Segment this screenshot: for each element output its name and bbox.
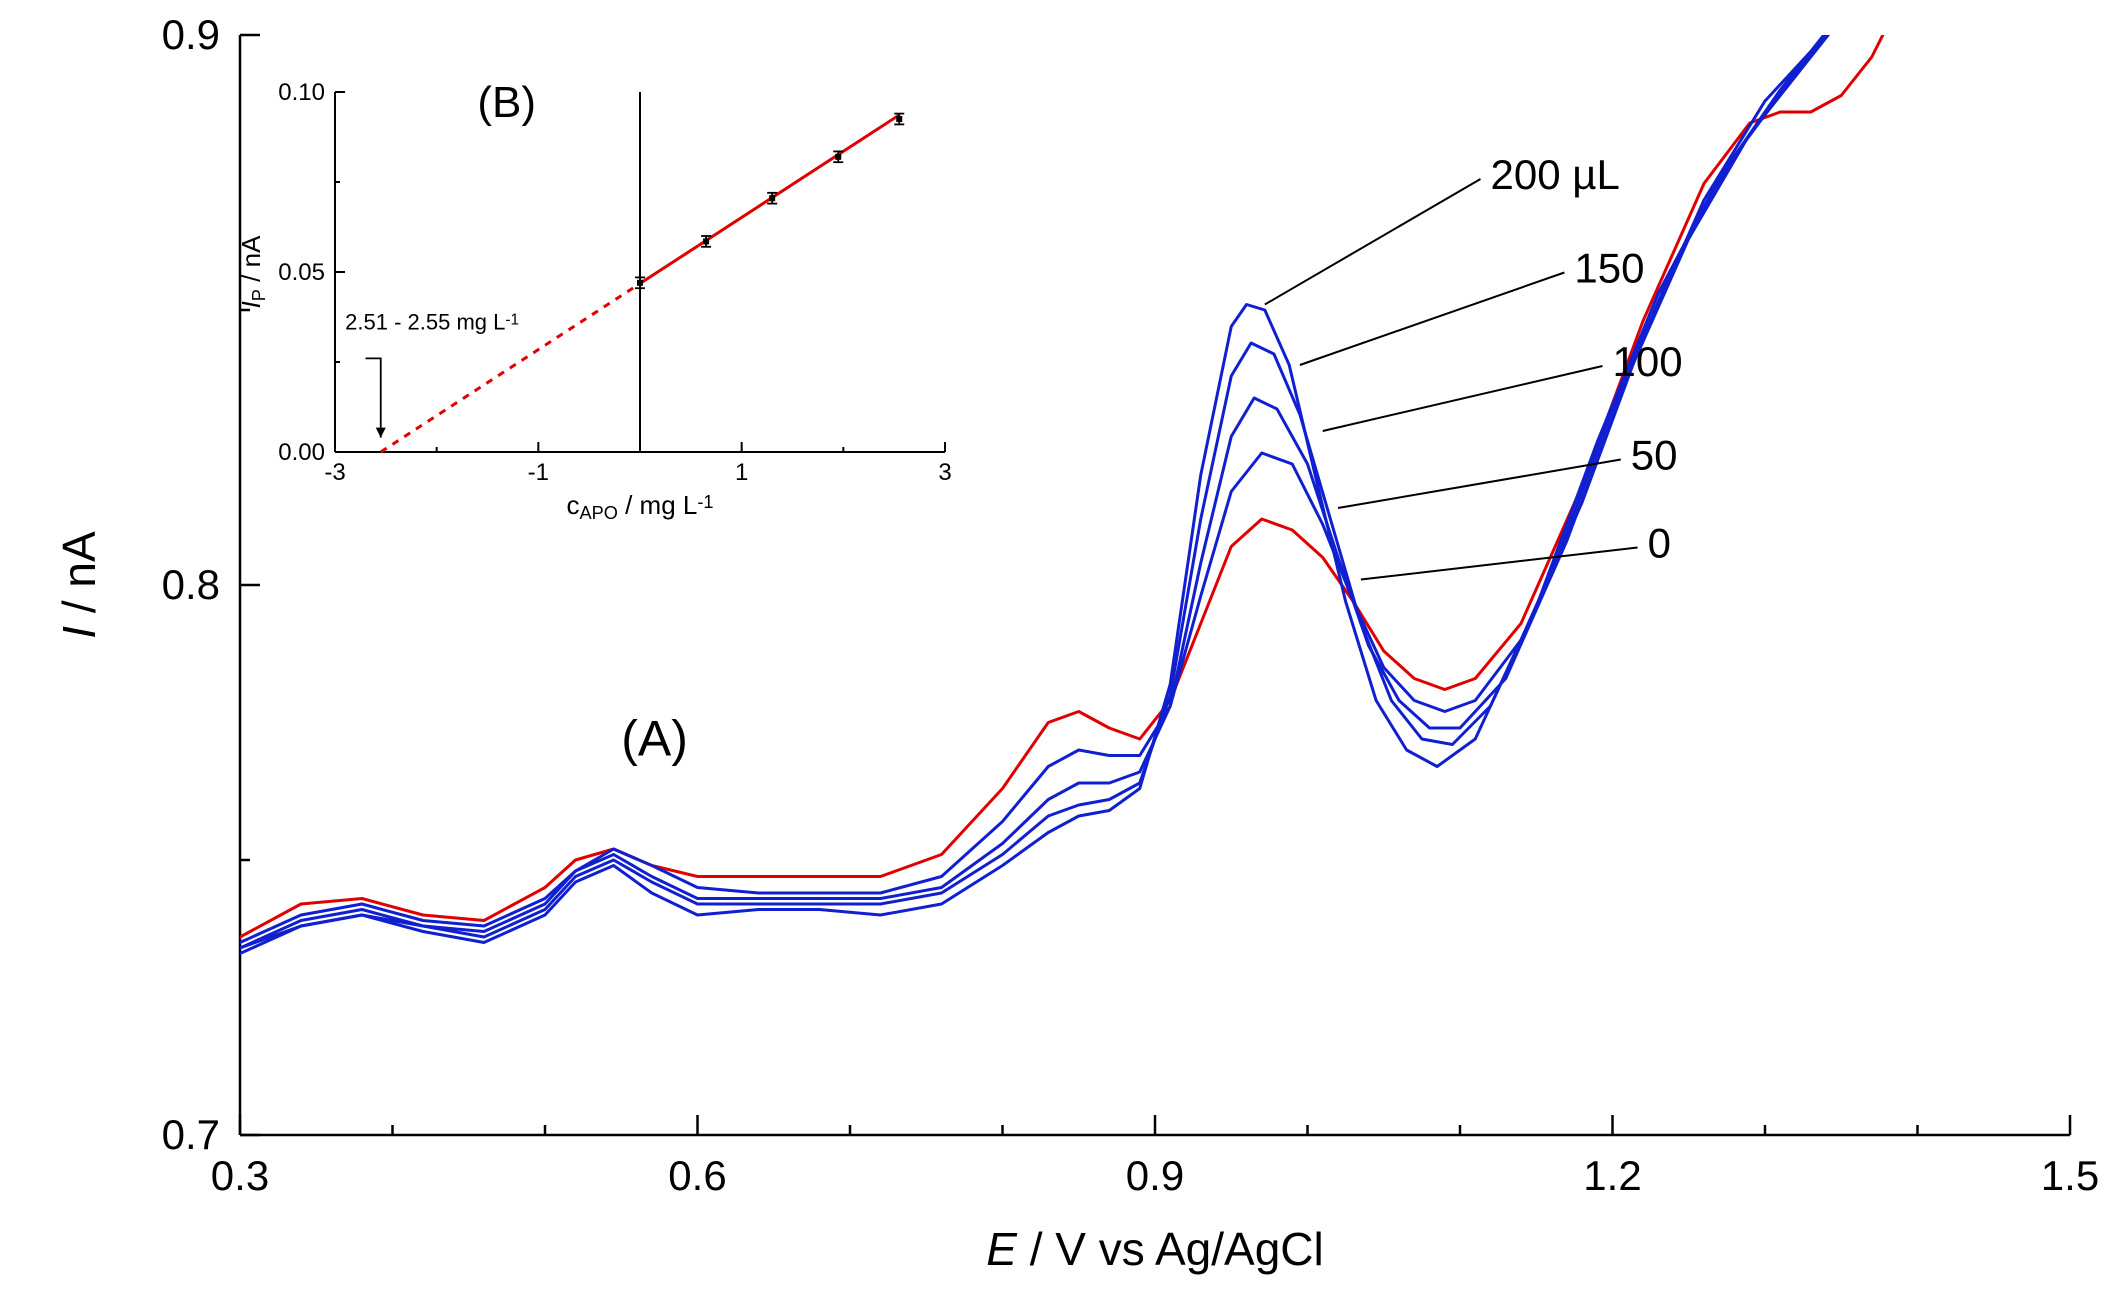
panel-label-a: (A): [621, 711, 688, 767]
inset-x-tick: 1: [735, 459, 748, 486]
curve-label: 150: [1574, 245, 1644, 292]
inset-x-tick: 3: [938, 459, 951, 486]
x-tick-label: 0.6: [668, 1152, 726, 1199]
series-200: [240, 0, 2009, 954]
inset-point: [769, 195, 775, 201]
x-tick-label: 1.2: [1583, 1152, 1641, 1199]
inset-y-tick: 0.05: [278, 259, 325, 286]
leader-line: [1361, 548, 1638, 580]
y-tick-label: 0.9: [162, 11, 220, 58]
inset-x-tick: -1: [528, 459, 549, 486]
inset-point: [896, 116, 902, 122]
figure-container: 0.3 0.6 0.9 1.2 1.5 0.7 0.8 0.9 E / V vs Ag/AgCl…: [0, 0, 2128, 1315]
leader-line: [1323, 366, 1603, 431]
inset-point: [703, 238, 709, 244]
inset-y-tick: 0.10: [278, 79, 325, 106]
inset-annotation: 2.51 - 2.55 mg L-1: [345, 310, 519, 335]
panel-label-b: (B): [477, 78, 536, 127]
y-axis-label: I / nA: [53, 531, 105, 639]
leader-line: [1300, 273, 1565, 366]
inset-arrow: [366, 358, 381, 437]
x-tick-label: 0.9: [1126, 1152, 1184, 1199]
y-tick-label: 0.8: [162, 561, 220, 608]
inset-x-tick: -3: [324, 459, 345, 486]
curve-label: 200 µL: [1491, 151, 1620, 198]
inset-y-tick: 0.00: [278, 439, 325, 466]
main-series-group: [240, 0, 2009, 954]
curve-label: 50: [1631, 432, 1678, 479]
curve-label: 0: [1648, 520, 1671, 567]
curve-label: 100: [1613, 338, 1683, 385]
inset-point: [835, 154, 841, 160]
x-axis-label: E / V vs Ag/AgCl: [986, 1223, 1323, 1275]
inset-arrow-head: [376, 428, 386, 438]
leader-line: [1265, 179, 1481, 305]
inset-x-label: cAPO / mg L-1: [566, 490, 713, 523]
x-tick-label: 0.3: [211, 1152, 269, 1199]
figure-svg: 0.3 0.6 0.9 1.2 1.5 0.7 0.8 0.9 E / V vs Ag/AgCl…: [0, 0, 2128, 1315]
y-tick-label: 0.7: [162, 1111, 220, 1158]
x-tick-label: 1.5: [2041, 1152, 2099, 1199]
series-150: [240, 0, 1986, 948]
inset-point: [637, 280, 643, 286]
